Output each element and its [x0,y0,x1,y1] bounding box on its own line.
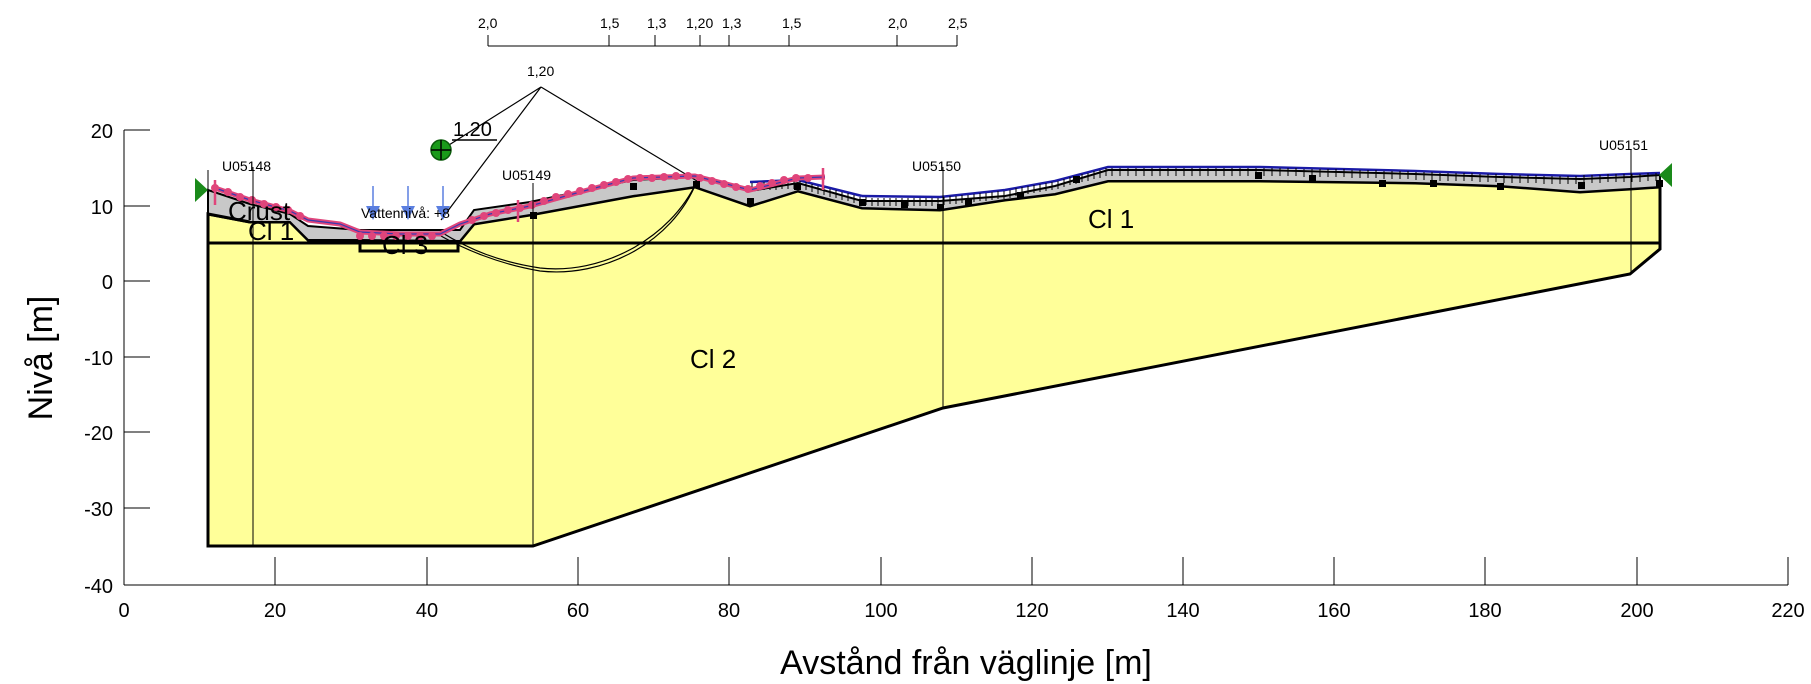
slip-factor-label: 1,20 [527,63,554,79]
y-tick-label: 20 [91,121,113,143]
y-tick-label: -10 [84,348,113,370]
water-table: Vattennivå: +8 [361,186,450,221]
soil-label: Cl 2 [690,344,736,374]
crosshair-circle-icon [430,139,452,161]
scale-label: 2,0 [478,15,498,31]
green-triangle-icon [1659,163,1672,187]
y-tick-label: -30 [84,499,113,521]
x-tick-label: 100 [864,600,897,622]
x-tick-label: 220 [1771,600,1804,622]
x-axis: 0 20 40 60 80 100 120 140 160 180 200 22… [118,557,1805,682]
scale-label: 1,3 [647,15,667,31]
surface-markers [530,172,1663,219]
scale-label: 1,5 [600,15,620,31]
scale-label: 1,3 [722,15,742,31]
y-axis: 20 10 0 -10 -20 -30 -40 Nivå [m] [22,121,150,598]
soil-label: Crust [228,196,291,226]
soil-labels: Cl 1 Cl 2 Cl 3 Cl 1 Crust [228,196,1134,374]
scale-label: 2,0 [888,15,908,31]
water-arrow-icon [366,186,450,220]
x-tick-label: 60 [567,600,589,622]
min-factor-label: 1.20 [453,119,492,141]
y-tick-label: -20 [84,423,113,445]
borehole-label: U05149 [502,167,551,183]
scale-label: 1,20 [686,15,713,31]
slip-surface [440,86,698,273]
x-tick-label: 180 [1468,600,1501,622]
x-tick-label: 200 [1620,600,1653,622]
top-scale: 2,0 1,5 1,3 1,20 1,3 1,5 2,0 2,5 [478,15,968,47]
x-tick-label: 40 [416,600,438,622]
soil-body [206,169,1662,548]
green-triangle-icon [195,170,209,202]
soil-label: Cl 3 [382,230,428,260]
surface-line [861,165,1661,199]
y-axis-title: Nivå [m] [22,296,60,421]
x-tick-label: 0 [118,600,129,622]
y-tick-label: -40 [84,576,113,598]
soil-label: Cl 1 [248,216,294,246]
upper-boundary-line [207,212,251,224]
x-tick-label: 140 [1166,600,1199,622]
y-tick-label: 10 [91,197,113,219]
water-level-label: Vattennivå: +8 [361,205,450,221]
scale-label: 1,5 [782,15,802,31]
x-axis-title: Avstånd från väglinje [m] [780,644,1152,682]
x-tick-label: 120 [1015,600,1048,622]
boreholes: U05148 U05149 U05150 U05151 [222,137,1648,546]
x-tick-label: 160 [1317,600,1350,622]
borehole-label: U05151 [1599,137,1648,153]
red-load-line [211,168,826,240]
x-tick-label: 80 [718,600,740,622]
y-tick-label: 0 [102,272,113,294]
borehole-label: U05150 [912,158,961,174]
scale-label: 2,5 [948,15,968,31]
borehole-label: U05148 [222,158,271,174]
x-tick-label: 20 [264,600,286,622]
soil-label: Cl 1 [1088,204,1134,234]
